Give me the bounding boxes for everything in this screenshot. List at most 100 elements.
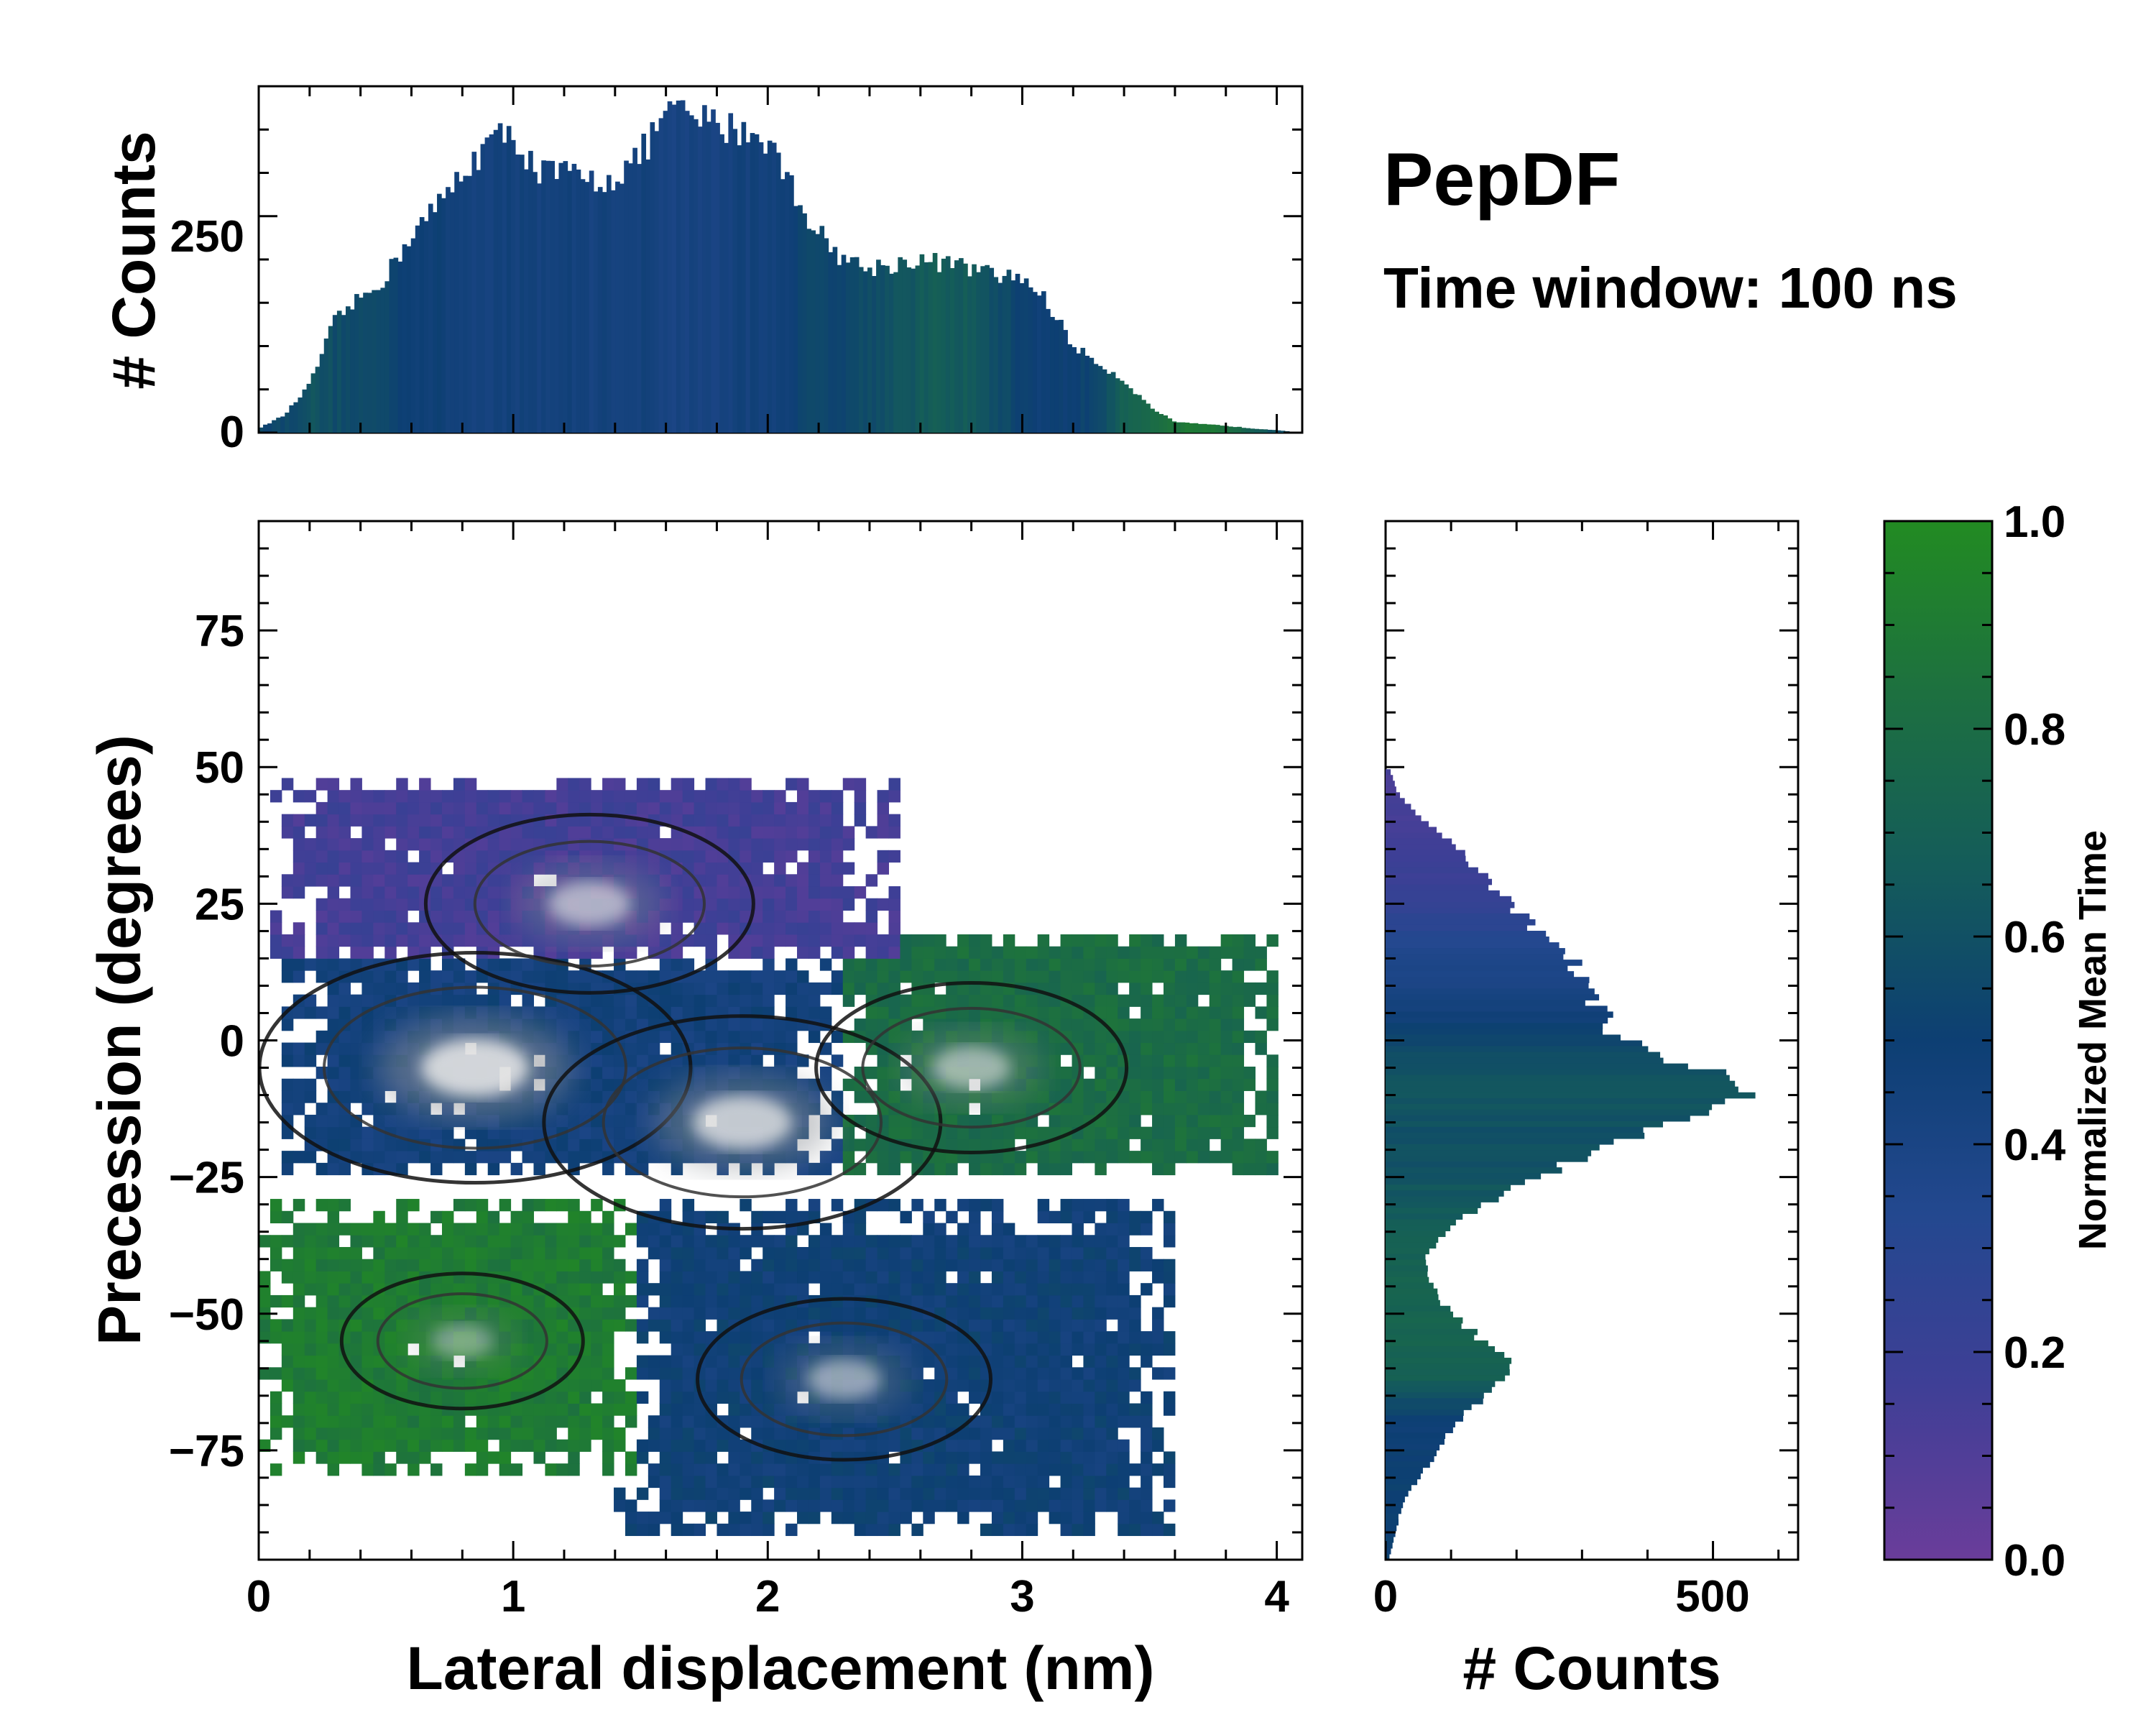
right-histogram-bar bbox=[1386, 1478, 1418, 1486]
heatmap-cell bbox=[1060, 1403, 1072, 1416]
heatmap-cell bbox=[568, 1294, 580, 1308]
heatmap-cell bbox=[464, 1199, 477, 1212]
heatmap-cell bbox=[946, 1138, 958, 1151]
heatmap-cell bbox=[430, 801, 443, 815]
heatmap-cell bbox=[441, 1439, 454, 1452]
heatmap-cell bbox=[865, 982, 878, 995]
right-histogram-bar bbox=[1386, 1150, 1592, 1156]
top-histogram-bar bbox=[959, 258, 964, 433]
heatmap-cell bbox=[522, 862, 534, 875]
heatmap-cell bbox=[774, 1391, 786, 1404]
heatmap-cell bbox=[419, 1235, 431, 1248]
top-histogram-ticks bbox=[257, 85, 1302, 434]
heatmap-cell bbox=[1141, 994, 1153, 1007]
heatmap-cell bbox=[1095, 1403, 1107, 1416]
heatmap-cell bbox=[602, 1355, 614, 1368]
right-histogram-bar bbox=[1386, 769, 1391, 776]
heatmap-cell bbox=[831, 1030, 844, 1044]
heatmap-cell bbox=[1072, 1451, 1084, 1464]
heatmap-cell bbox=[1163, 970, 1176, 983]
heatmap-cell bbox=[591, 1067, 603, 1080]
heatmap-cell bbox=[751, 1379, 763, 1392]
heatmap-cell bbox=[1141, 1439, 1153, 1452]
right-histogram-bar bbox=[1386, 850, 1465, 857]
heatmap-cell bbox=[591, 1379, 603, 1392]
heatmap-cell bbox=[1037, 1162, 1050, 1176]
heatmap-cell bbox=[671, 1403, 683, 1416]
heatmap-cell bbox=[717, 1355, 729, 1368]
heatmap-cell bbox=[1072, 958, 1084, 971]
heatmap-cell bbox=[1095, 1006, 1107, 1019]
heatmap-cell bbox=[1266, 970, 1279, 983]
right-histogram-bar bbox=[1386, 1530, 1396, 1537]
heatmap-cell bbox=[579, 1078, 591, 1091]
heatmap-cell bbox=[786, 826, 798, 839]
heatmap-cell bbox=[1220, 1067, 1233, 1080]
heatmap-cell bbox=[682, 1283, 695, 1296]
heatmap-cell bbox=[728, 801, 740, 815]
heatmap-cell bbox=[694, 1018, 706, 1031]
heatmap-cell bbox=[1129, 1319, 1141, 1332]
heatmap-cell bbox=[786, 778, 798, 791]
heatmap-cell bbox=[659, 886, 672, 899]
heatmap-cell bbox=[888, 778, 900, 791]
heatmap-cell bbox=[579, 1355, 591, 1368]
density-contour bbox=[376, 1292, 548, 1390]
heatmap-cell bbox=[304, 1114, 317, 1128]
heatmap-cell bbox=[522, 1006, 534, 1019]
heatmap-cell bbox=[888, 1487, 900, 1500]
heatmap-cell bbox=[751, 874, 763, 887]
heatmap-cell bbox=[396, 1379, 408, 1392]
heatmap-cell bbox=[819, 862, 832, 875]
heatmap-cell bbox=[980, 1487, 992, 1500]
heatmap-cell bbox=[842, 1138, 855, 1151]
heatmap-cell bbox=[1129, 1307, 1141, 1320]
heatmap-cell bbox=[591, 1355, 603, 1368]
right-histogram-bar bbox=[1386, 930, 1547, 937]
heatmap-cell bbox=[1186, 1018, 1199, 1031]
heatmap-cell bbox=[671, 1259, 683, 1271]
right-histogram-bar bbox=[1386, 1415, 1464, 1422]
heatmap-cell bbox=[281, 874, 294, 887]
heatmap-cell bbox=[1209, 1126, 1222, 1139]
heatmap-cell bbox=[1209, 1042, 1222, 1055]
heatmap-cell bbox=[625, 1223, 637, 1236]
heatmap-cell bbox=[763, 801, 775, 815]
heatmap-cell bbox=[533, 1235, 545, 1248]
heatmap-cell bbox=[1255, 982, 1267, 995]
top-histogram-bar bbox=[323, 339, 329, 433]
heatmap-cell bbox=[361, 1331, 374, 1344]
heatmap-cell bbox=[865, 1331, 878, 1344]
heatmap-cell bbox=[636, 1042, 649, 1055]
heatmap-cell bbox=[888, 1114, 900, 1128]
heatmap-cell bbox=[1186, 1114, 1199, 1128]
heatmap-cell bbox=[1163, 1103, 1176, 1116]
heatmap-cell bbox=[888, 1090, 900, 1103]
heatmap-cell bbox=[1129, 1114, 1141, 1128]
heatmap-cell bbox=[579, 1042, 591, 1055]
heatmap-cell bbox=[1003, 1439, 1015, 1452]
heatmap-cell bbox=[1049, 1151, 1061, 1164]
heatmap-cell bbox=[1003, 1523, 1015, 1537]
right-histogram-bar bbox=[1386, 1017, 1608, 1024]
heatmap-cell bbox=[1083, 1307, 1095, 1320]
heatmap-cell bbox=[1174, 1054, 1187, 1067]
heatmap-cell bbox=[579, 1018, 591, 1031]
heatmap-cell bbox=[579, 1294, 591, 1308]
heatmap-cell bbox=[705, 1067, 717, 1080]
top-histogram-bar bbox=[1041, 291, 1046, 433]
heatmap-cell bbox=[464, 970, 477, 983]
top-histogram-bar bbox=[923, 262, 929, 433]
top-histogram-bar bbox=[415, 225, 420, 433]
heatmap-cell bbox=[842, 1499, 855, 1512]
heatmap-cell bbox=[797, 1331, 809, 1344]
heatmap-cell bbox=[453, 801, 466, 815]
heatmap-cell bbox=[671, 1367, 683, 1380]
heatmap-cell bbox=[671, 1391, 683, 1404]
heatmap-cell bbox=[1152, 1343, 1164, 1356]
right-histogram-bar bbox=[1386, 919, 1536, 926]
heatmap-cell bbox=[934, 1259, 946, 1271]
heatmap-cell bbox=[1026, 1271, 1038, 1284]
heatmap-cell bbox=[934, 1319, 946, 1332]
right-histogram-bar bbox=[1386, 867, 1478, 874]
